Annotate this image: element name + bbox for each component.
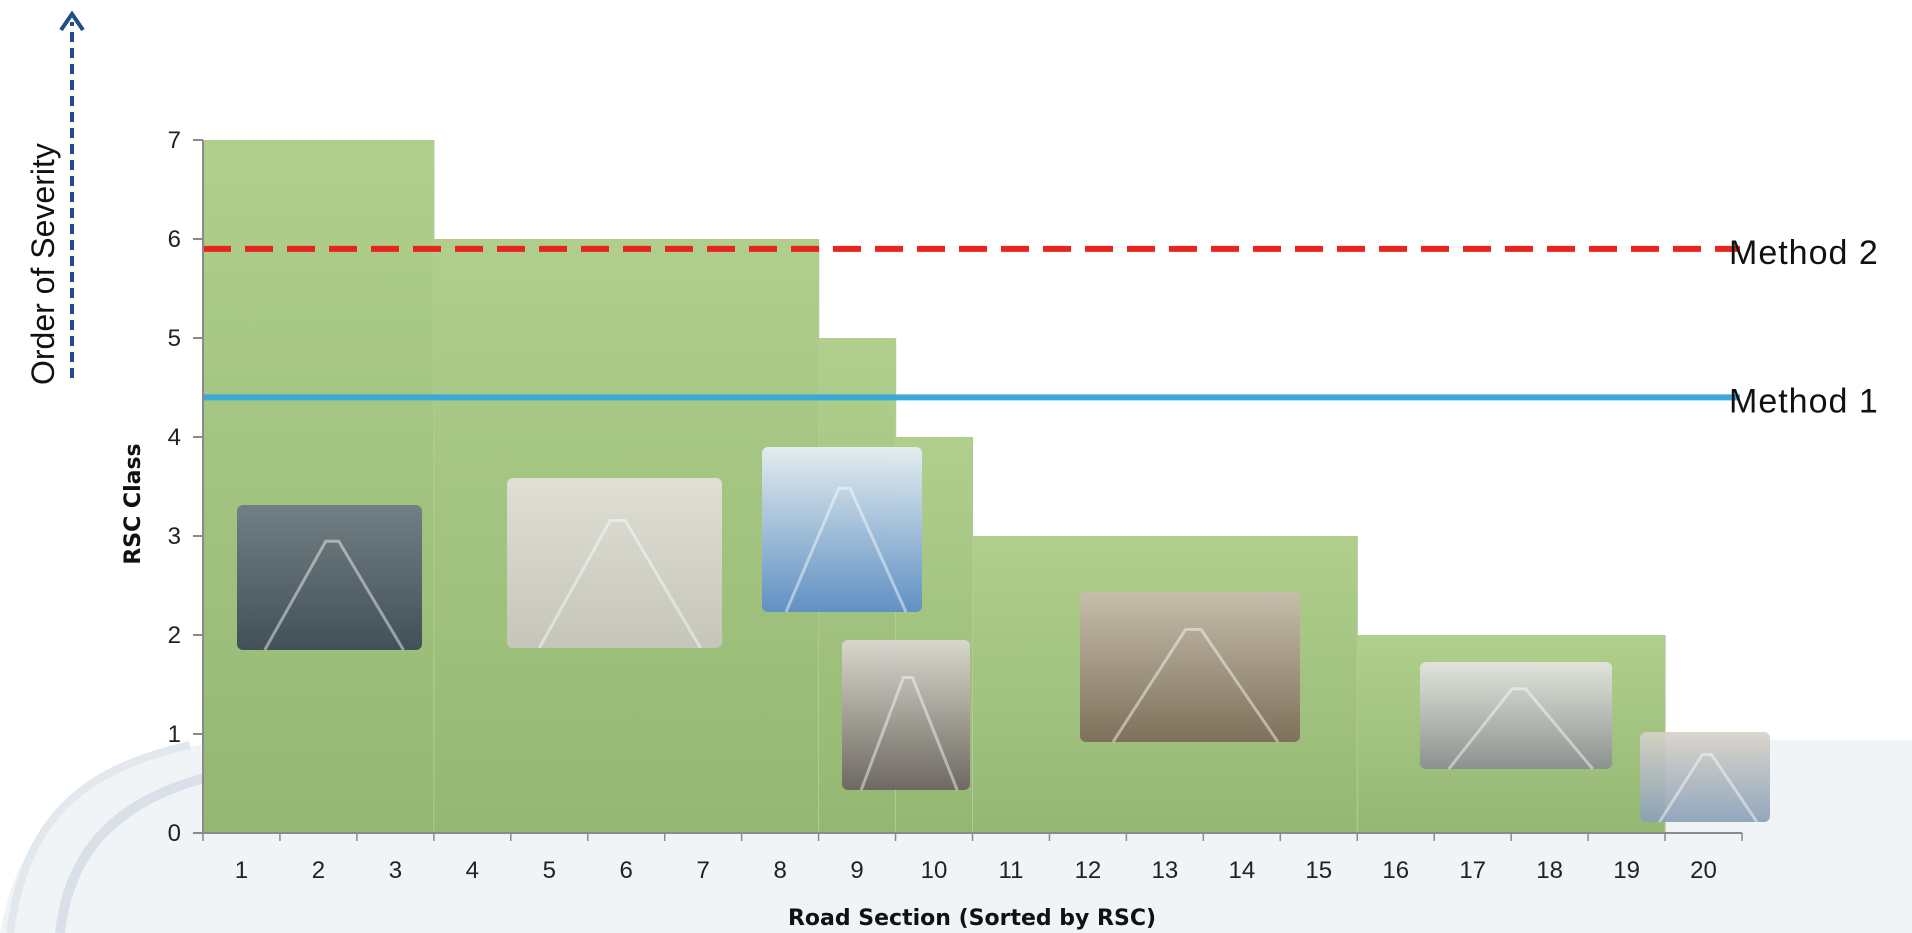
road-lines bbox=[859, 676, 959, 791]
x-tick-label: 12 bbox=[1075, 857, 1102, 884]
photos-group bbox=[237, 447, 1770, 823]
x-tick-label: 11 bbox=[999, 857, 1024, 884]
x-axis-title: Road Section (Sorted by RSC) bbox=[788, 906, 1156, 931]
x-tick-label: 20 bbox=[1690, 857, 1717, 884]
reference-lines: Method 2 Method 1 bbox=[203, 234, 1879, 420]
x-tick-label: 16 bbox=[1382, 857, 1409, 884]
road-lines bbox=[1111, 628, 1280, 743]
x-tick-label: 19 bbox=[1613, 857, 1640, 884]
x-tick-label: 14 bbox=[1228, 857, 1255, 884]
y-axis-title: RSC Class bbox=[121, 443, 146, 564]
x-tick-label: 17 bbox=[1459, 857, 1486, 884]
x-tick-label: 3 bbox=[389, 857, 402, 884]
x-tick-label: 2 bbox=[312, 857, 325, 884]
dry-road-photo bbox=[1640, 732, 1770, 822]
x-tick-label: 1 bbox=[235, 857, 248, 884]
road-lines bbox=[1658, 753, 1759, 823]
x-tick-label: 15 bbox=[1305, 857, 1332, 884]
severity-arrow bbox=[59, 10, 85, 378]
x-tick-label: 8 bbox=[773, 857, 786, 884]
snowy-curve-photo bbox=[842, 640, 970, 790]
y-tick-label: 7 bbox=[168, 127, 181, 154]
x-tick-label: 5 bbox=[543, 857, 556, 884]
y-tick-label: 3 bbox=[168, 523, 181, 550]
x-tick-label: 6 bbox=[620, 857, 633, 884]
bar-3 bbox=[356, 140, 435, 833]
severity-label: Order of Severity bbox=[25, 143, 61, 385]
y-tick-label: 4 bbox=[168, 424, 181, 451]
ice-photo bbox=[237, 505, 422, 650]
bar-1 bbox=[203, 140, 281, 833]
x-tick-label: 7 bbox=[696, 857, 709, 884]
bar-2 bbox=[279, 140, 358, 833]
road-lines bbox=[263, 539, 405, 651]
road-lines bbox=[1447, 687, 1594, 770]
road-lines bbox=[537, 519, 702, 649]
x-tick-label: 10 bbox=[921, 857, 948, 884]
packed-snow-photo bbox=[507, 478, 722, 648]
bar-4 bbox=[433, 239, 512, 833]
bar-11 bbox=[972, 536, 1051, 833]
x-tick-label: 18 bbox=[1536, 857, 1563, 884]
bars-group bbox=[203, 140, 1666, 833]
snow-forest-photo bbox=[762, 447, 922, 612]
method-2-label: Method 2 bbox=[1729, 234, 1879, 272]
x-tick-label: 13 bbox=[1152, 857, 1179, 884]
road-lines bbox=[784, 486, 908, 613]
hillside-road-photo bbox=[1420, 662, 1612, 769]
slush-road-photo bbox=[1080, 592, 1300, 742]
method-1-label: Method 1 bbox=[1729, 382, 1879, 420]
x-tick-label: 9 bbox=[850, 857, 863, 884]
y-tick-label: 6 bbox=[168, 226, 181, 253]
y-tick-label: 2 bbox=[168, 622, 181, 649]
x-tick-label: 4 bbox=[466, 857, 479, 884]
y-tick-label: 5 bbox=[168, 325, 181, 352]
y-tick-label: 1 bbox=[168, 721, 181, 748]
y-tick-label: 0 bbox=[168, 820, 181, 847]
